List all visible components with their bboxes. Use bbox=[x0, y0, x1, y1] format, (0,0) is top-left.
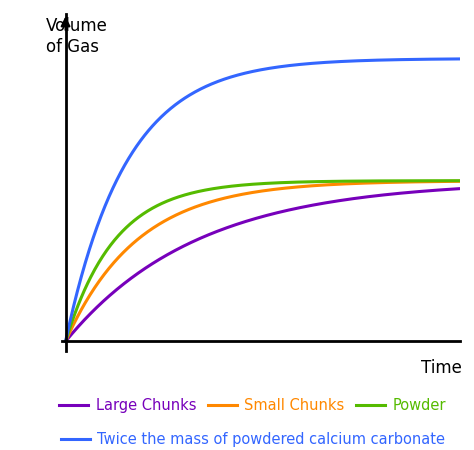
Text: Volume
of Gas: Volume of Gas bbox=[46, 17, 108, 55]
Text: Time: Time bbox=[421, 359, 462, 377]
Legend: Twice the mass of powdered calcium carbonate: Twice the mass of powdered calcium carbo… bbox=[55, 426, 451, 450]
